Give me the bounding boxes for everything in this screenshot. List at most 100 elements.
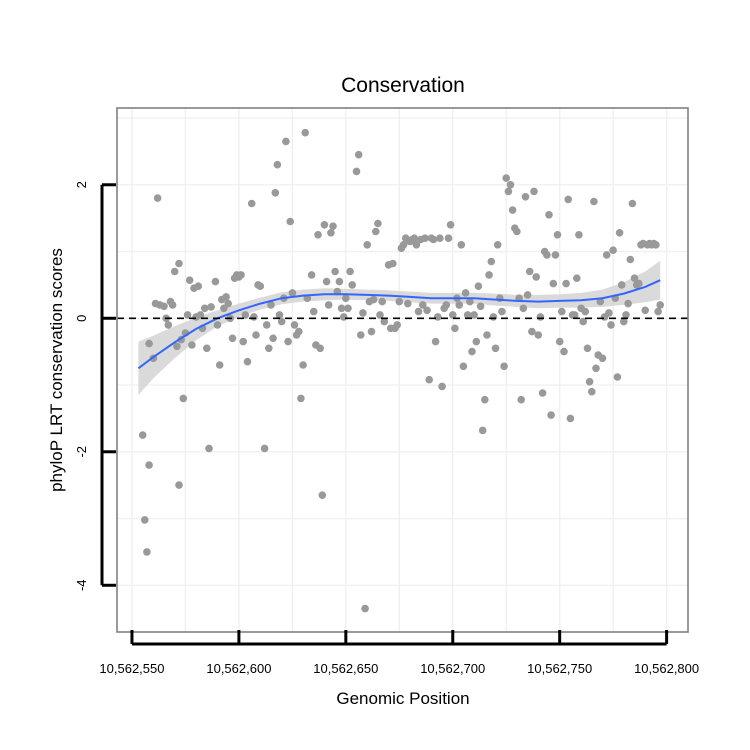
y-tick-label: -2 bbox=[74, 446, 89, 458]
data-point bbox=[528, 327, 536, 336]
plot-panel bbox=[117, 108, 688, 632]
x-tick-label: 10,562,700 bbox=[420, 661, 485, 676]
data-point bbox=[376, 311, 384, 319]
data-point bbox=[196, 311, 205, 319]
panel-border bbox=[116, 107, 689, 633]
data-point bbox=[374, 219, 382, 228]
data-point bbox=[348, 281, 357, 289]
data-point bbox=[215, 361, 224, 369]
y-axis-label: phyloP LRT conservation scores bbox=[47, 248, 66, 492]
x-tick-label: 10,562,600 bbox=[206, 661, 271, 676]
data-point bbox=[491, 344, 500, 353]
data-point bbox=[549, 279, 558, 288]
data-point bbox=[543, 251, 551, 259]
data-point bbox=[521, 193, 530, 201]
data-point bbox=[525, 267, 534, 276]
data-points bbox=[138, 128, 664, 613]
data-point bbox=[620, 317, 628, 326]
data-point bbox=[188, 341, 196, 349]
data-point bbox=[626, 255, 635, 264]
data-point bbox=[267, 301, 275, 309]
data-point bbox=[615, 229, 624, 237]
data-point bbox=[239, 337, 247, 346]
data-point bbox=[395, 297, 404, 306]
data-point bbox=[534, 331, 543, 339]
data-point bbox=[138, 431, 147, 439]
x-axis-label: Genomic Position bbox=[336, 689, 469, 708]
smooth-line bbox=[137, 279, 661, 370]
data-point bbox=[607, 321, 615, 329]
data-point bbox=[256, 282, 265, 291]
x-tick-label: 10,562,550 bbox=[99, 661, 164, 676]
data-point bbox=[252, 331, 260, 339]
data-point bbox=[555, 337, 564, 346]
data-point bbox=[286, 217, 295, 226]
data-point bbox=[523, 291, 532, 299]
data-point bbox=[243, 357, 252, 366]
data-point bbox=[466, 297, 474, 306]
data-point bbox=[337, 304, 346, 313]
data-point bbox=[436, 234, 444, 242]
data-point bbox=[532, 273, 540, 281]
data-point bbox=[504, 187, 513, 196]
data-point bbox=[622, 311, 630, 319]
data-point bbox=[170, 267, 179, 276]
data-point bbox=[275, 311, 284, 319]
data-point bbox=[596, 297, 605, 306]
data-point bbox=[590, 197, 598, 206]
y-tick-label: -4 bbox=[74, 579, 89, 591]
data-point bbox=[412, 241, 421, 249]
data-point bbox=[352, 167, 361, 176]
y-axis: -4 -2 0 2 bbox=[74, 181, 116, 591]
data-point bbox=[141, 516, 149, 524]
data-point bbox=[404, 299, 412, 308]
data-point bbox=[357, 331, 365, 339]
data-point bbox=[472, 337, 481, 346]
data-point bbox=[301, 128, 310, 137]
data-point bbox=[641, 306, 649, 315]
data-point bbox=[463, 311, 472, 319]
data-point bbox=[361, 604, 369, 613]
data-point bbox=[414, 307, 423, 316]
data-point bbox=[282, 137, 290, 146]
data-point bbox=[508, 206, 517, 214]
data-point bbox=[211, 277, 220, 286]
data-point bbox=[260, 444, 269, 453]
data-point bbox=[573, 274, 581, 283]
data-point bbox=[164, 321, 173, 329]
data-point bbox=[143, 548, 151, 556]
data-point bbox=[262, 321, 271, 329]
data-point bbox=[489, 313, 498, 321]
data-point bbox=[203, 344, 211, 353]
data-point bbox=[459, 362, 468, 371]
x-tick-label: 10,562,800 bbox=[634, 661, 699, 676]
data-point bbox=[145, 339, 153, 348]
data-point bbox=[425, 375, 434, 384]
data-point bbox=[617, 281, 626, 289]
data-point bbox=[342, 294, 350, 303]
data-point bbox=[265, 344, 273, 353]
data-point bbox=[429, 235, 438, 244]
data-point bbox=[538, 389, 547, 397]
data-point bbox=[207, 303, 215, 311]
data-point bbox=[309, 307, 318, 316]
data-point bbox=[369, 295, 378, 304]
data-point bbox=[299, 361, 307, 369]
data-point bbox=[588, 387, 596, 396]
data-point bbox=[652, 241, 660, 249]
data-point bbox=[630, 274, 639, 283]
data-point bbox=[380, 317, 389, 326]
data-point bbox=[530, 187, 538, 196]
data-point bbox=[324, 301, 333, 309]
data-point bbox=[354, 150, 363, 159]
data-point bbox=[410, 234, 419, 242]
data-point bbox=[564, 195, 572, 204]
data-point bbox=[145, 461, 153, 469]
data-point bbox=[160, 302, 168, 311]
data-point bbox=[446, 221, 455, 229]
data-point bbox=[478, 426, 487, 435]
data-point bbox=[451, 324, 459, 333]
data-point bbox=[654, 307, 662, 316]
data-point bbox=[247, 199, 256, 208]
data-point bbox=[314, 231, 322, 239]
